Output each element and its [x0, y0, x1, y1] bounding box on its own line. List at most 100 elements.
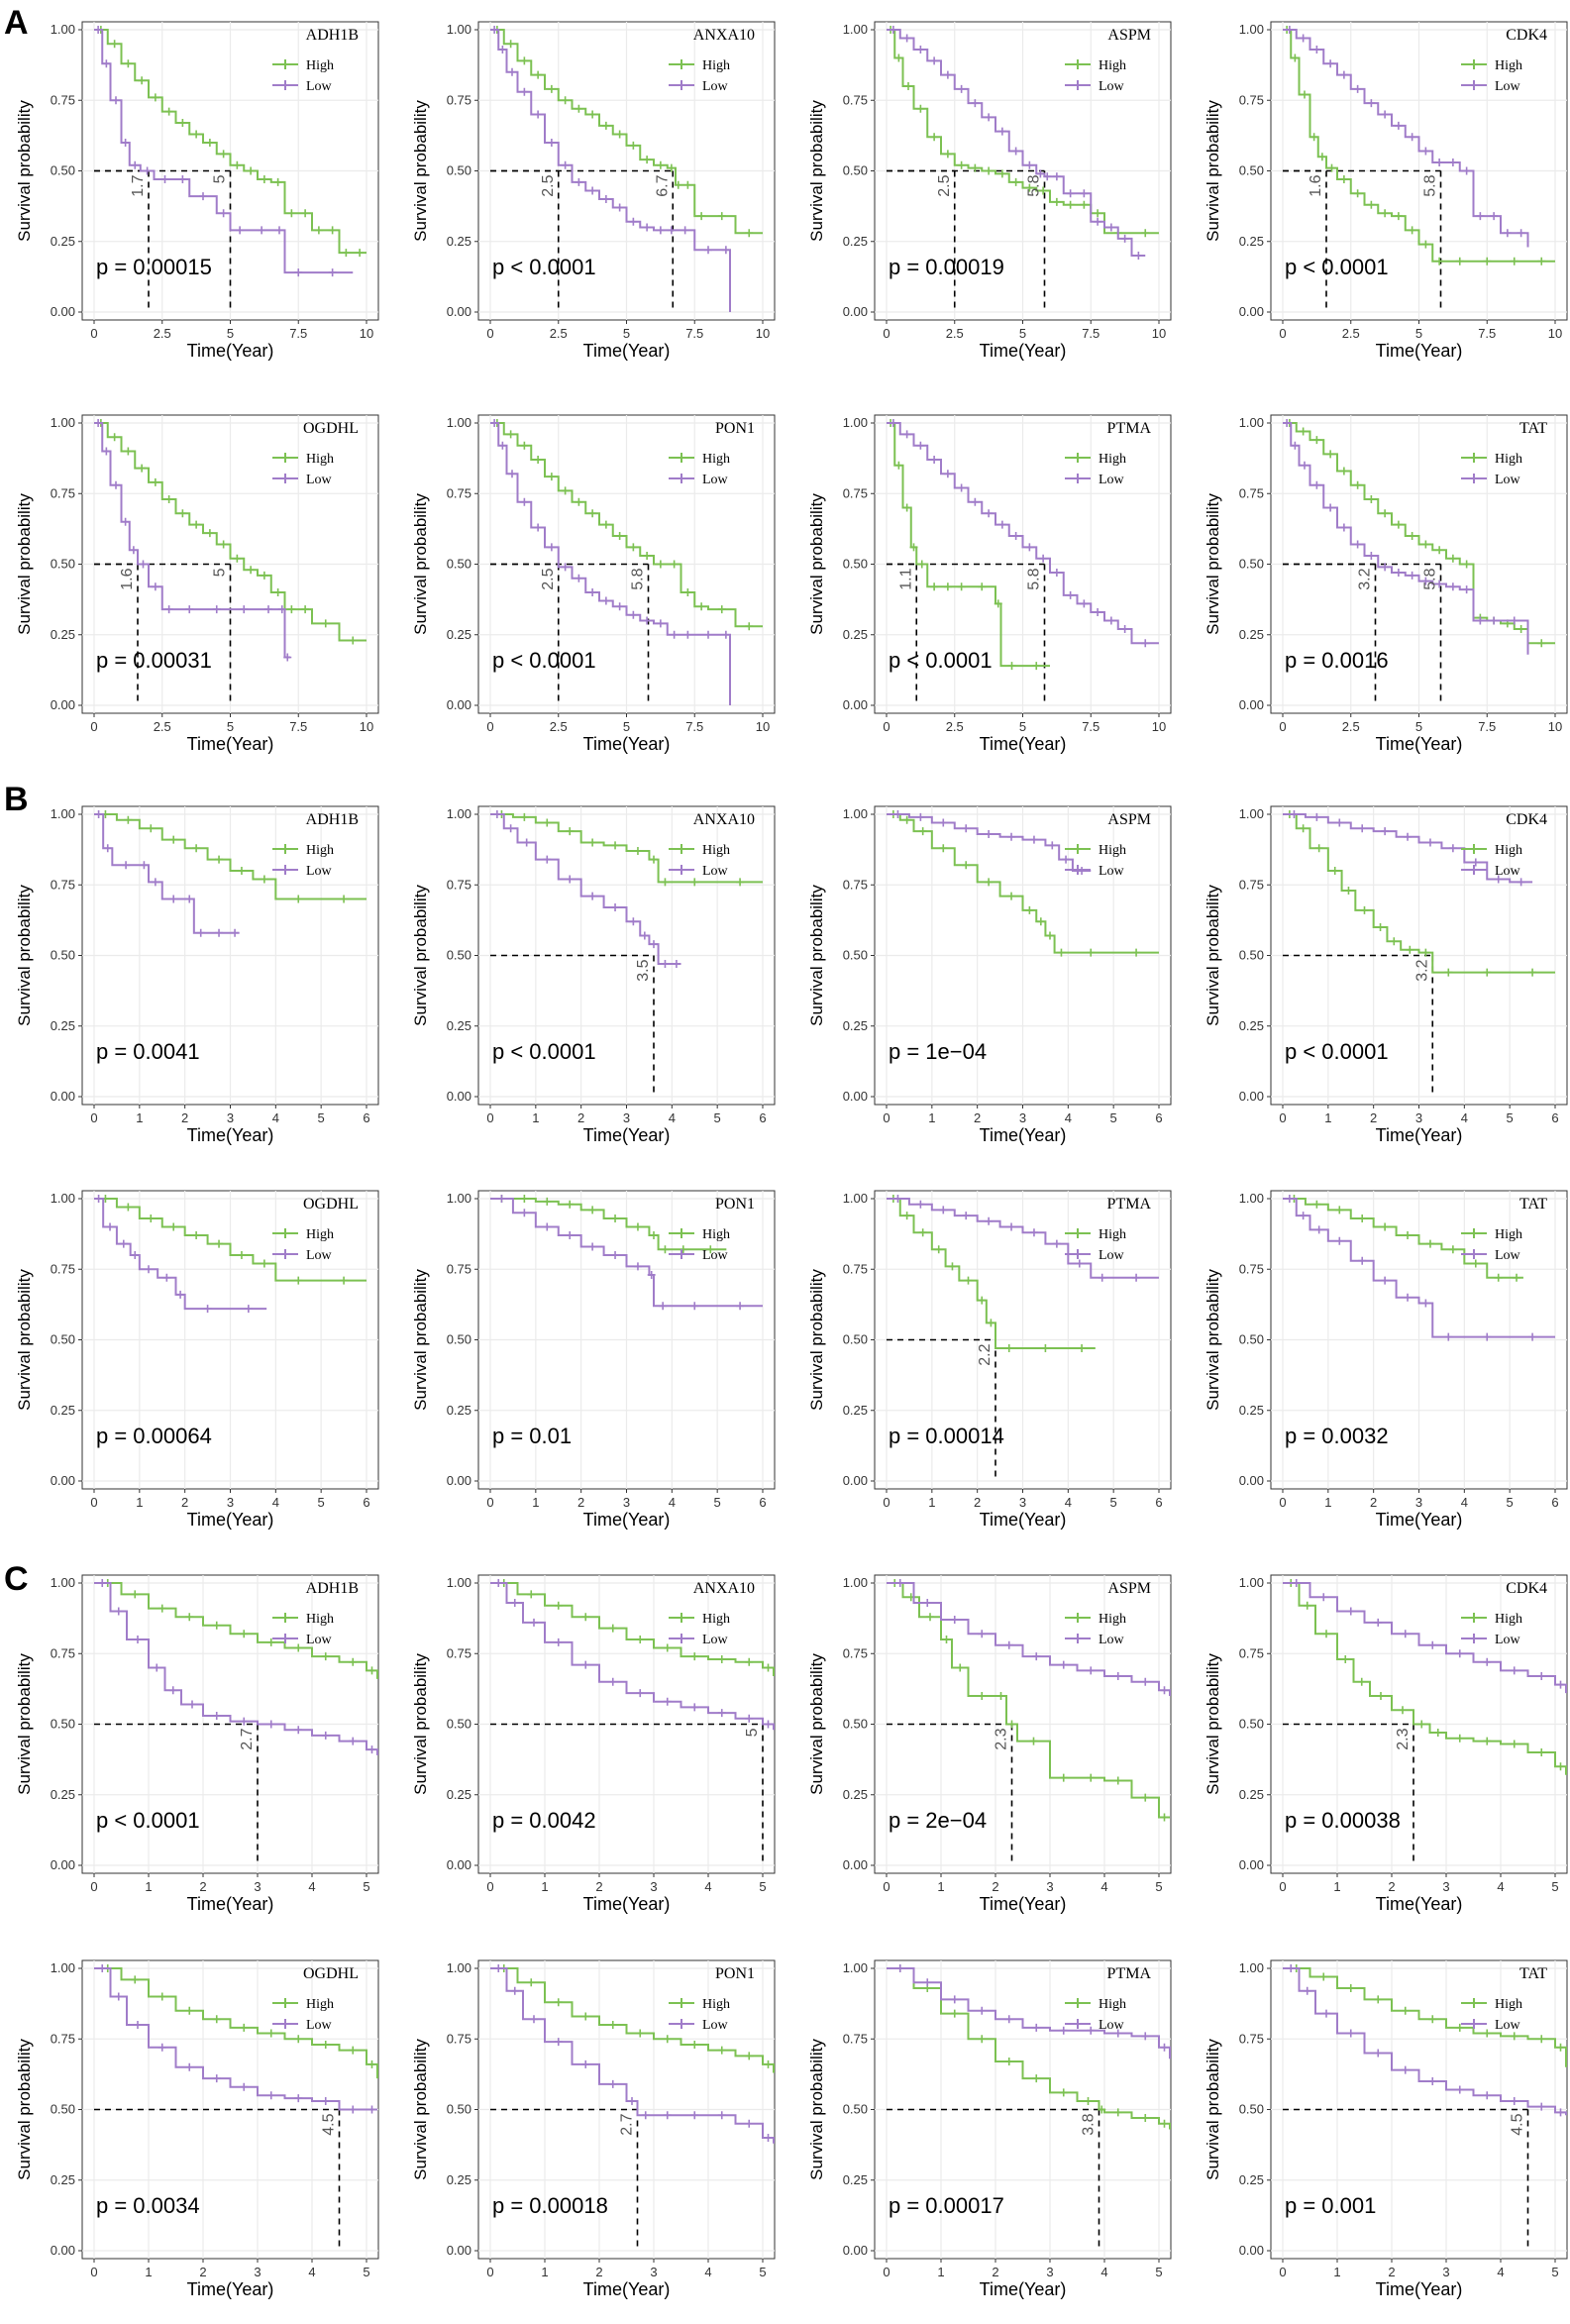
legend-label-high: High	[702, 58, 730, 73]
censor-mark-high	[956, 1663, 965, 1672]
censor-mark-high	[301, 605, 310, 614]
censor-mark-high	[934, 1245, 943, 1254]
censor-mark-high	[1367, 494, 1376, 503]
censor-mark-high	[1080, 200, 1089, 209]
censor-mark-low	[1448, 158, 1457, 166]
censor-mark-high	[237, 867, 246, 875]
censor-mark-low	[1303, 1986, 1311, 1995]
censor-mark-high	[147, 1214, 156, 1222]
censor-mark-high	[1537, 1748, 1546, 1756]
censor-mark-high	[588, 838, 597, 847]
censor-mark-high	[1052, 197, 1061, 206]
censor-mark-low	[203, 1305, 212, 1314]
censor-mark-high	[1448, 1245, 1457, 1254]
median-label: 5.8	[1026, 568, 1043, 589]
censor-mark-low	[188, 1700, 196, 1709]
censor-mark-high	[1299, 427, 1308, 436]
censor-mark-high	[1098, 2105, 1106, 2114]
y-tick-label: 0.00	[447, 697, 471, 712]
y-tick-label: 0.75	[843, 1645, 868, 1660]
gene-title: ASPM	[1107, 27, 1151, 44]
km-plot-a-cdk4: 0 2.5 5 7.5 10 0.00 0.25 0.50 0.75 1.00 Time(Year)…	[1204, 21, 1568, 361]
x-tick-label: 0	[486, 719, 493, 734]
censor-mark-high	[506, 40, 515, 49]
censor-mark-high	[745, 622, 754, 631]
km-curve-low	[887, 1582, 1171, 1696]
censor-mark-high	[656, 160, 665, 169]
censor-mark-low	[615, 203, 624, 212]
censor-mark-low	[916, 1200, 925, 1209]
censor-mark-low	[1011, 532, 1020, 540]
km-curve-low	[490, 1967, 775, 2144]
censor-mark-low	[264, 605, 272, 614]
median-label: 3.2	[1357, 568, 1374, 589]
censor-mark-low	[522, 838, 531, 847]
p-value: p = 0.01	[492, 1424, 572, 1448]
censor-mark-low	[656, 619, 665, 628]
censor-mark-low	[1160, 2043, 1169, 2052]
censor-mark-high	[1360, 905, 1369, 914]
km-curve-low	[94, 1967, 377, 2111]
censor-mark-low	[1066, 590, 1075, 599]
median-label: 1.1	[897, 568, 914, 589]
y-tick-label: 0.00	[843, 697, 868, 712]
censor-mark-low	[957, 483, 966, 492]
censor-mark-low	[1080, 599, 1089, 608]
censor-mark-high	[356, 249, 365, 258]
censor-mark-low	[283, 653, 292, 662]
y-tick-label: 0.75	[51, 2031, 75, 2046]
censor-mark-high	[1408, 532, 1416, 540]
x-tick-label: 4	[308, 1879, 315, 1894]
x-tick-label: 5	[1507, 1495, 1514, 1510]
legend-label-high: High	[702, 1227, 730, 1242]
y-tick-label: 1.00	[843, 1575, 868, 1590]
censor-mark-high	[943, 150, 952, 158]
x-tick-label: 5	[363, 2265, 369, 2279]
y-tick-label: 0.50	[1239, 163, 1264, 178]
median-label: 1.7	[130, 174, 147, 196]
censor-mark-high	[287, 605, 296, 614]
censor-mark-low	[1052, 172, 1061, 181]
legend-label-high: High	[1099, 1997, 1126, 2012]
censor-mark-low	[185, 2062, 194, 2071]
censor-mark-low	[690, 1302, 699, 1311]
censor-mark-high	[237, 1251, 246, 1259]
censor-mark-high	[240, 2023, 249, 2032]
censor-mark-low	[939, 818, 948, 827]
censor-mark-low	[520, 497, 529, 506]
y-tick-label: 1.00	[843, 22, 868, 37]
censor-mark-high	[1029, 1737, 1038, 1745]
censor-mark-low	[1381, 1276, 1390, 1285]
censor-mark-high	[939, 844, 948, 853]
legend-label-low: Low	[1495, 1633, 1521, 1647]
censor-mark-high	[1421, 540, 1430, 549]
censor-mark-high	[957, 582, 966, 591]
censor-mark-high	[581, 2012, 590, 2021]
censor-mark-high	[656, 560, 665, 569]
x-tick-label: 3	[227, 1495, 234, 1510]
censor-mark-low	[494, 1964, 503, 1972]
censor-mark-high	[1057, 948, 1066, 957]
censor-mark-low	[1292, 1579, 1301, 1587]
legend-label-high: High	[306, 1227, 334, 1242]
x-tick-label: 6	[1155, 1495, 1162, 1510]
y-tick-label: 0.75	[51, 877, 75, 892]
y-tick-label: 0.75	[1239, 92, 1264, 107]
censor-mark-high	[534, 456, 543, 465]
y-tick-label: 1.00	[447, 1960, 471, 1975]
censor-mark-high	[1471, 1259, 1480, 1268]
x-axis-label: Time(Year)	[980, 2279, 1067, 2299]
censor-mark-low	[1094, 217, 1102, 226]
censor-mark-high	[527, 1590, 536, 1599]
km-curve-high	[887, 813, 1159, 954]
censor-mark-low	[162, 1273, 171, 1282]
censor-mark-high	[157, 1992, 166, 2001]
y-axis-label: Survival probability	[411, 493, 430, 635]
censor-mark-low	[178, 175, 187, 184]
y-tick-label: 0.25	[51, 1018, 75, 1033]
censor-mark-low	[266, 2091, 275, 2100]
censor-mark-low	[647, 1270, 656, 1279]
censor-mark-low	[103, 844, 112, 853]
censor-mark-high	[717, 212, 726, 221]
x-tick-label: 0	[486, 1495, 493, 1510]
